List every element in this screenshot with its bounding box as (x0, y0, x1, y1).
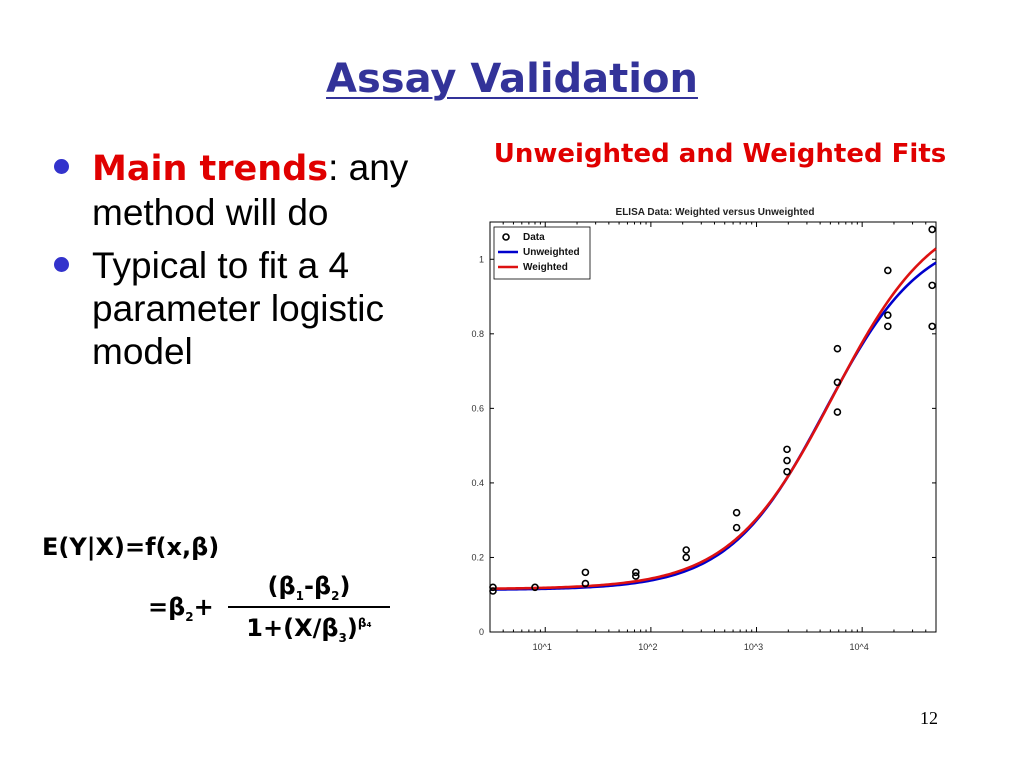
bullet-text: : any method will do (92, 147, 409, 233)
data-point (884, 266, 892, 275)
num-open: (β (267, 572, 296, 600)
x-tick-label: 10^3 (744, 642, 763, 652)
data-point (732, 523, 741, 532)
data-point (928, 322, 936, 331)
page-number: 12 (920, 708, 938, 728)
formula-lhs-beta: =β (148, 593, 186, 621)
y-tick-label: 1 (479, 254, 484, 264)
fit-curve-weighted (489, 247, 937, 590)
x-tick-label: 10^4 (850, 642, 869, 652)
fit-curves (489, 247, 937, 591)
bullet-dot-icon (54, 159, 69, 174)
data-point (632, 572, 640, 580)
data-point (531, 583, 539, 592)
bullet-highlight: Main trends (92, 149, 329, 189)
den-sup: β₄ (357, 615, 372, 630)
data-point (783, 445, 791, 454)
data-point (682, 546, 691, 554)
data-point (581, 568, 590, 577)
num-minus: -β (304, 572, 332, 600)
bullet-list: Main trends: any method will do Typical … (50, 146, 430, 383)
data-point (489, 587, 497, 595)
x-axis: 10^1 10^2 10^3 10^4 (489, 222, 937, 652)
data-point (928, 225, 936, 234)
plot-title: ELISA Data: Weighted versus Unweighted (616, 207, 815, 218)
formula-denominator: 1+(X/β3)β₄ (228, 608, 390, 645)
x-tick-label: 10^2 (638, 642, 657, 652)
bullet-item-main-trends: Main trends: any method will do (50, 146, 430, 234)
elisa-chart: ELISA Data: Weighted versus Unweighted 0… (440, 198, 950, 660)
legend-label: Data (523, 232, 545, 243)
y-axis: 0 0.2 0.4 0.6 0.8 1 (471, 254, 936, 637)
data-point (732, 508, 741, 517)
den-x: (X/β (283, 613, 339, 642)
y-tick-label: 0.8 (471, 329, 484, 339)
data-point (489, 583, 497, 592)
data-point (833, 344, 842, 353)
chart-legend: Data Unweighted Weighted (493, 226, 591, 280)
data-point (833, 408, 842, 416)
data-point (783, 467, 791, 476)
num-sub1: 1 (295, 588, 305, 603)
den-pre: 1+ (246, 613, 284, 642)
den-sub: 3 (338, 630, 347, 645)
y-tick-label: 0.6 (471, 403, 484, 413)
y-tick-label: 0.2 (471, 552, 484, 562)
data-points (489, 225, 936, 595)
y-tick-label: 0 (479, 627, 484, 637)
data-point (884, 322, 892, 331)
legend-label: Weighted (523, 262, 568, 273)
data-point (632, 568, 640, 577)
data-point (884, 311, 892, 319)
chart-heading: Unweighted and Weighted Fits (493, 139, 947, 169)
data-point (833, 378, 842, 387)
data-point (928, 281, 936, 290)
bullet-item-logistic-model: Typical to fit a 4 parameter logistic mo… (50, 244, 430, 373)
formula-lhs-sub: 2 (185, 609, 194, 624)
formula-fraction: (β1-β2) 1+(X/β3)β₄ (228, 572, 390, 645)
x-tick-label: 10^1 (533, 642, 552, 652)
bullet-dot-icon (54, 257, 69, 272)
formula-lhs: =β2+ (148, 593, 214, 624)
data-point (581, 579, 590, 588)
formula-numerator: (β1-β2) (228, 572, 390, 608)
slide-title: Assay Validation (326, 56, 698, 102)
legend-marker (502, 233, 510, 241)
num-sub2: 2 (331, 588, 340, 603)
data-point (682, 553, 691, 562)
formula-line-1: E(Y|X)=f(x,β) (42, 533, 220, 561)
bullet-text: Typical to fit a 4 parameter logistic mo… (92, 245, 385, 372)
data-point (783, 456, 791, 465)
num-close: ) (339, 572, 351, 600)
formula-lhs-plus: + (193, 593, 214, 621)
y-tick-label: 0.4 (471, 478, 484, 488)
plot-frame (489, 221, 937, 633)
den-close: ) (346, 613, 358, 642)
legend-label: Unweighted (523, 247, 580, 258)
